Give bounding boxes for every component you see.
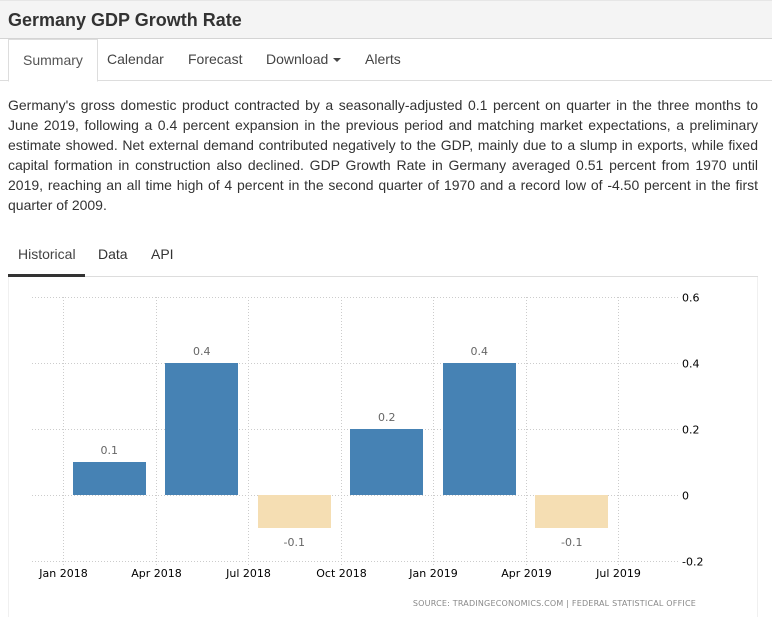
tab-data-label: Data bbox=[98, 246, 128, 262]
bar-value-label: 0.4 bbox=[193, 345, 211, 358]
tab-alerts[interactable]: Alerts bbox=[365, 39, 401, 81]
y-tick-label: 0 bbox=[682, 490, 689, 503]
x-tick-label: Apr 2019 bbox=[501, 567, 552, 580]
data-labels: 0.1 0.4 -0.1 0.2 0.4 -0.1 bbox=[101, 345, 583, 549]
tab-calendar-label: Calendar bbox=[107, 51, 164, 67]
tab-alerts-label: Alerts bbox=[365, 51, 401, 67]
tab-download-label: Download bbox=[266, 51, 329, 67]
tab-forecast[interactable]: Forecast bbox=[188, 39, 242, 81]
bar-value-label: 0.1 bbox=[101, 444, 119, 457]
bar bbox=[350, 429, 423, 495]
x-tick-label: Jul 2018 bbox=[225, 567, 271, 580]
bar bbox=[443, 363, 516, 495]
tab-data[interactable]: Data bbox=[98, 246, 128, 262]
bar-value-label: -0.1 bbox=[561, 536, 582, 549]
bar bbox=[258, 495, 331, 528]
chart-tabs: Historical Data API bbox=[8, 240, 758, 277]
bar bbox=[535, 495, 608, 528]
y-tick-label: 0.4 bbox=[682, 358, 700, 371]
bar-value-label: 0.2 bbox=[378, 411, 396, 424]
tab-api[interactable]: API bbox=[151, 246, 174, 262]
page-title: Germany GDP Growth Rate bbox=[8, 10, 242, 30]
tab-forecast-label: Forecast bbox=[188, 51, 243, 67]
caret-down-icon bbox=[333, 58, 342, 63]
bar-chart: 0.1 0.4 -0.1 0.2 0.4 -0.1 0.6 0.4 0.2 0 -0.2 Jan … bbox=[32, 292, 703, 608]
active-tab-underline bbox=[8, 274, 85, 277]
bar-value-label: -0.1 bbox=[284, 536, 305, 549]
y-axis-ticks: 0.6 0.4 0.2 0 -0.2 bbox=[682, 292, 703, 569]
source-note: SOURCE: TRADINGECONOMICS.COM | FEDERAL S… bbox=[413, 599, 696, 608]
y-tick-label: 0.6 bbox=[682, 292, 700, 305]
x-tick-label: Oct 2018 bbox=[316, 567, 367, 580]
x-tick-label: Jul 2019 bbox=[595, 567, 641, 580]
tab-historical[interactable]: Historical bbox=[18, 246, 76, 262]
tab-download[interactable]: Download bbox=[266, 39, 342, 81]
bars bbox=[73, 363, 608, 528]
tab-summary-label: Summary bbox=[23, 52, 83, 68]
y-tick-label: 0.2 bbox=[682, 424, 700, 437]
x-tick-label: Jan 2019 bbox=[408, 567, 457, 580]
tab-historical-label: Historical bbox=[18, 246, 76, 262]
tab-calendar[interactable]: Calendar bbox=[107, 39, 164, 81]
bar bbox=[73, 462, 146, 495]
x-tick-label: Jan 2018 bbox=[38, 567, 87, 580]
y-tick-label: -0.2 bbox=[682, 556, 703, 569]
main-nav-tabs: Summary Calendar Forecast Download Alert… bbox=[0, 39, 772, 82]
page-header: Germany GDP Growth Rate bbox=[0, 0, 772, 39]
x-tick-label: Apr 2018 bbox=[131, 567, 182, 580]
tab-api-label: API bbox=[151, 246, 174, 262]
bar-value-label: 0.4 bbox=[471, 345, 489, 358]
x-axis-ticks: Jan 2018 Apr 2018 Jul 2018 Oct 2018 Jan 2019… bbox=[38, 567, 641, 580]
tab-summary[interactable]: Summary bbox=[8, 39, 98, 82]
chart-container: 0.1 0.4 -0.1 0.2 0.4 -0.1 0.6 0.4 0.2 0 -0.2 Jan … bbox=[8, 277, 758, 617]
summary-paragraph: Germany's gross domestic product contrac… bbox=[8, 97, 758, 213]
bar bbox=[165, 363, 238, 495]
